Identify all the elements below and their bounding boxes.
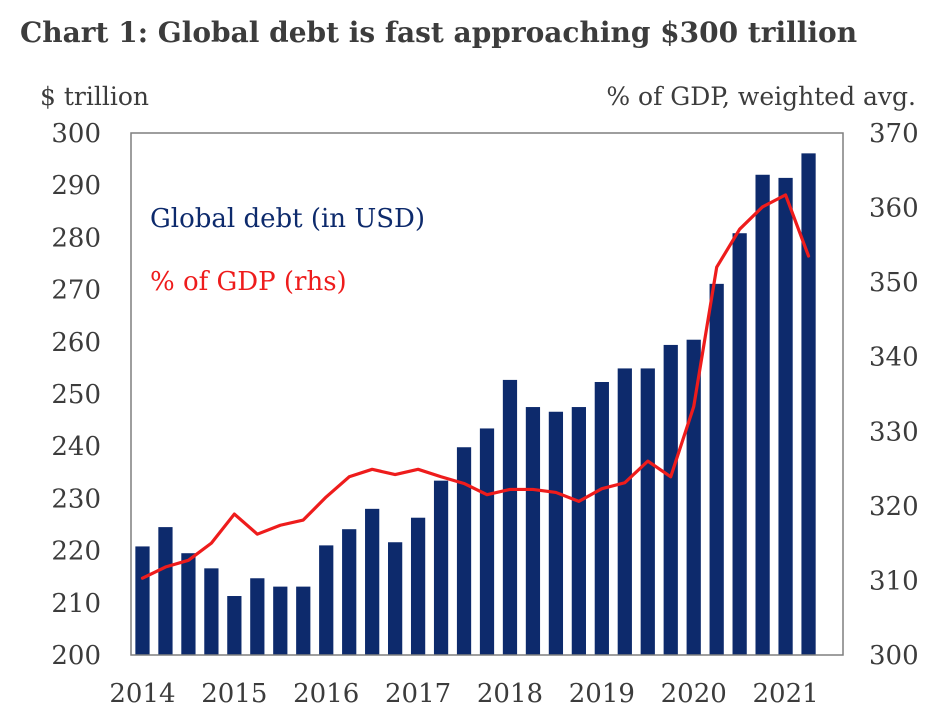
left-tick-label: 270 [51,276,101,306]
debt-bar [617,368,632,655]
debt-bar [227,596,242,655]
left-tick-label: 220 [51,537,101,567]
x-tick-label: 2015 [201,679,267,707]
left-tick-label: 280 [51,223,101,253]
debt-bar [342,529,357,655]
x-tick-label: 2021 [752,679,818,707]
left-tick-label: 200 [51,641,101,671]
right-tick-label: 340 [869,343,919,373]
debt-bar [181,553,196,655]
left-axis-unit-label: $ trillion [40,82,149,111]
left-tick-label: 260 [51,328,101,358]
left-tick-label: 230 [51,484,101,514]
left-tick-label: 300 [51,119,101,149]
chart-title: Chart 1: Global debt is fast approaching… [20,16,857,49]
right-tick-label: 300 [869,641,919,671]
left-tick-label: 290 [51,171,101,201]
gdp-percent-line [140,193,811,580]
debt-bar [686,339,701,655]
x-tick-label: 2016 [293,679,359,707]
debt-bar [204,568,219,655]
x-tick-label: 2017 [385,679,451,707]
left-axis-ticks: 200 210 220 230 240 250 260 270 280 290 300 [51,119,101,671]
debt-bar [158,527,173,655]
debt-bar [410,517,426,655]
debt-bar [479,428,495,655]
gdp-line-group [140,193,811,580]
x-tick-label: 2014 [109,679,175,707]
debt-bar [502,379,518,655]
debt-bar [319,545,334,655]
debt-bar [296,586,311,655]
debt-bar [594,381,609,655]
right-tick-label: 320 [869,492,919,522]
right-tick-label: 330 [869,417,919,447]
x-tick-label: 2018 [477,679,543,707]
debt-bar [433,480,449,655]
debt-bar [365,508,380,655]
legend-global-debt: Global debt (in USD) [150,204,425,234]
right-tick-label: 360 [869,194,919,224]
debt-bar [525,407,541,655]
left-tick-label: 210 [51,589,101,619]
debt-bar [571,407,586,655]
debt-bar [388,542,403,655]
debt-bar [778,177,793,655]
x-tick-label: 2020 [661,679,727,707]
left-tick-label: 250 [51,380,101,410]
debt-bar [732,233,747,655]
debt-bar [663,344,678,655]
debt-bar [456,447,472,655]
debt-bar [801,153,816,655]
left-tick-label: 240 [51,432,101,462]
right-axis-unit-label: % of GDP, weighted avg. [606,82,916,111]
x-axis-ticks: 2014 2015 2016 2017 2018 2019 2020 2021 [109,679,818,707]
debt-bar [755,174,770,655]
x-tick-label: 2019 [569,679,635,707]
debt-bars [135,153,816,655]
legend-gdp-percent: % of GDP (rhs) [150,267,347,297]
right-tick-label: 350 [869,268,919,298]
debt-bar [709,283,724,655]
right-tick-label: 310 [869,566,919,596]
right-tick-label: 370 [869,119,919,149]
debt-bar [548,411,564,655]
right-axis-ticks: 300 310 320 330 340 350 360 370 [869,119,919,671]
debt-bar [640,368,655,655]
debt-bar [250,578,265,655]
debt-bar [135,546,150,655]
debt-bar [273,586,288,655]
plot-frame [130,132,844,656]
